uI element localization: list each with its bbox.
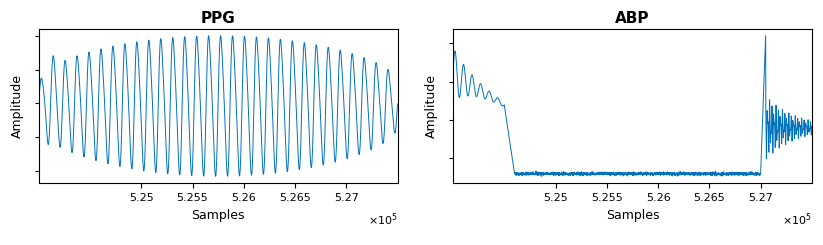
Title: ABP: ABP [615,11,649,26]
Title: PPG: PPG [201,11,235,26]
Text: $\times10^5$: $\times10^5$ [782,211,811,228]
X-axis label: Samples: Samples [606,208,659,222]
Y-axis label: Amplitude: Amplitude [12,74,24,138]
Y-axis label: Amplitude: Amplitude [425,74,439,138]
Text: $\times10^5$: $\times10^5$ [368,211,398,228]
X-axis label: Samples: Samples [192,208,245,222]
